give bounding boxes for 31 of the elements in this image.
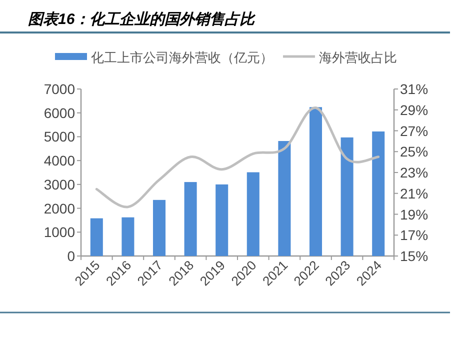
bar [278, 141, 291, 256]
bar [152, 200, 166, 256]
bar [340, 137, 354, 256]
legend-label: 化工上市公司海外营收（亿元） [91, 50, 273, 65]
y2-tick-label: 21% [400, 185, 428, 202]
y2-tick-label: 29% [400, 102, 428, 118]
y-tick-label: 3000 [44, 176, 76, 192]
bar [216, 184, 228, 256]
y2-tick-label: 23% [400, 164, 428, 180]
y2-tick-label: 27% [400, 122, 428, 139]
chart-title: 图表16：化工企业的国外销售占比 [28, 11, 257, 28]
bar [309, 107, 322, 256]
y-tick-label: 4000 [44, 152, 76, 169]
y-tick-label: 6000 [44, 104, 76, 121]
y2-tick-label: 17% [400, 227, 428, 244]
y-tick-label: 2000 [44, 200, 76, 216]
y-tick-label: 5000 [44, 128, 76, 145]
y2-tick-label: 25% [400, 144, 428, 160]
y-tick-label: 0 [67, 248, 76, 264]
bar [122, 217, 134, 256]
y-tick-label: 7000 [44, 81, 76, 97]
y2-tick-label: 31% [400, 81, 428, 97]
bar [372, 131, 385, 256]
bar [90, 218, 103, 256]
y-tick-label: 1000 [44, 224, 76, 240]
line-series [95, 106, 380, 208]
bar [246, 172, 260, 256]
bar [184, 182, 197, 256]
y2-tick-label: 19% [400, 206, 428, 222]
legend-label: 海外营收占比 [319, 50, 397, 65]
y2-tick-label: 15% [400, 248, 428, 264]
